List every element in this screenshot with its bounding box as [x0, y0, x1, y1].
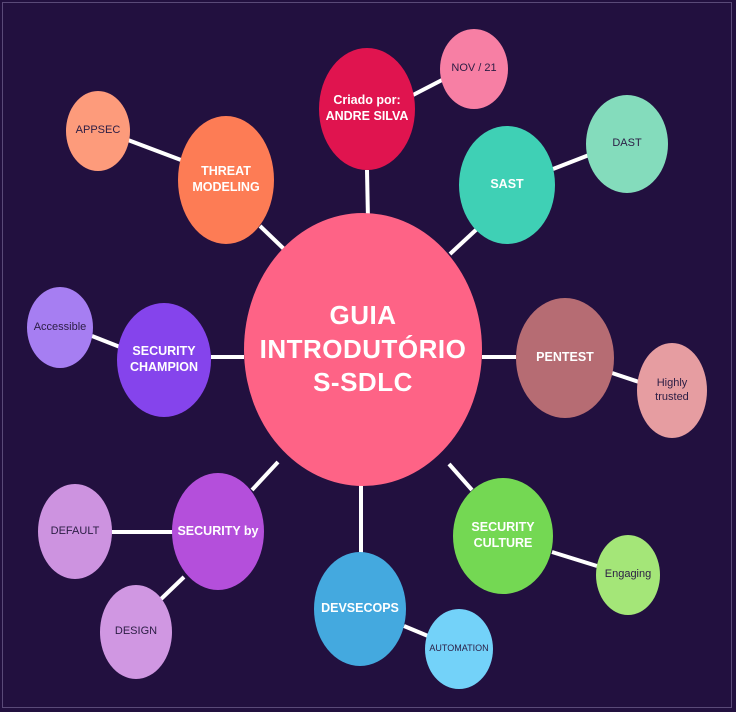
sast-label: SAST	[490, 177, 524, 192]
link-devsecops-automation	[403, 624, 429, 638]
dast-label: DAST	[612, 137, 642, 150]
engaging-node[interactable]: Engaging	[596, 535, 660, 615]
link-center-secby	[250, 460, 280, 492]
link-sast-dast	[552, 153, 590, 171]
threat-modeling-label: THREAT MODELING	[192, 164, 260, 194]
security-by-node[interactable]: SECURITY by	[172, 473, 264, 590]
link-center-criado	[365, 169, 370, 221]
link-culture-engaging	[551, 550, 598, 568]
default-label: DEFAULT	[50, 524, 100, 537]
devsecops-label: DEVSECOPS	[321, 601, 399, 616]
highly-trusted-label: Highly trusted	[655, 376, 689, 403]
link-threat-appsec	[127, 138, 182, 162]
default-node[interactable]: DEFAULT	[38, 484, 112, 579]
devsecops-node[interactable]: DEVSECOPS	[314, 552, 406, 666]
link-pentest-trusted	[611, 371, 640, 384]
date-label: NOV / 21	[451, 62, 497, 75]
security-culture-label: SECURITY CULTURE	[471, 520, 535, 550]
design-label: DESIGN	[114, 625, 158, 638]
central-topic-node[interactable]: GUIA INTRODUTÓRIO S-SDLC	[244, 213, 482, 486]
design-node[interactable]: DESIGN	[100, 585, 172, 679]
appsec-node[interactable]: APPSEC	[66, 91, 130, 171]
security-culture-node[interactable]: SECURITY CULTURE	[453, 478, 553, 594]
dast-node[interactable]: DAST	[586, 95, 668, 193]
link-champion-access	[91, 334, 121, 349]
link-criado-nov	[412, 78, 443, 97]
link-center-sast	[448, 226, 480, 256]
pentest-node[interactable]: PENTEST	[516, 298, 614, 418]
author-label: Criado por: ANDRE SILVA	[325, 93, 409, 123]
appsec-label: APPSEC	[75, 124, 121, 137]
date-node[interactable]: NOV / 21	[440, 29, 508, 109]
security-by-label: SECURITY by	[177, 523, 259, 538]
engaging-label: Engaging	[604, 568, 652, 581]
automation-node[interactable]: AUTOMATION	[425, 609, 493, 689]
security-champion-node[interactable]: SECURITY CHAMPION	[117, 303, 211, 417]
link-secby-design	[158, 575, 186, 602]
security-champion-label: SECURITY CHAMPION	[129, 344, 199, 374]
central-topic-label: GUIA INTRODUTÓRIO S-SDLC	[259, 299, 467, 398]
author-node[interactable]: Criado por: ANDRE SILVA	[319, 48, 415, 170]
accessible-label: Accessible	[33, 320, 87, 333]
link-center-culture	[447, 462, 474, 492]
accessible-node[interactable]: Accessible	[27, 287, 93, 368]
highly-trusted-node[interactable]: Highly trusted	[637, 343, 707, 438]
threat-modeling-node[interactable]: THREAT MODELING	[178, 116, 274, 244]
automation-label: AUTOMATION	[429, 643, 489, 654]
sast-node[interactable]: SAST	[459, 126, 555, 244]
pentest-label: PENTEST	[536, 350, 594, 365]
link-center-threat	[258, 224, 287, 252]
